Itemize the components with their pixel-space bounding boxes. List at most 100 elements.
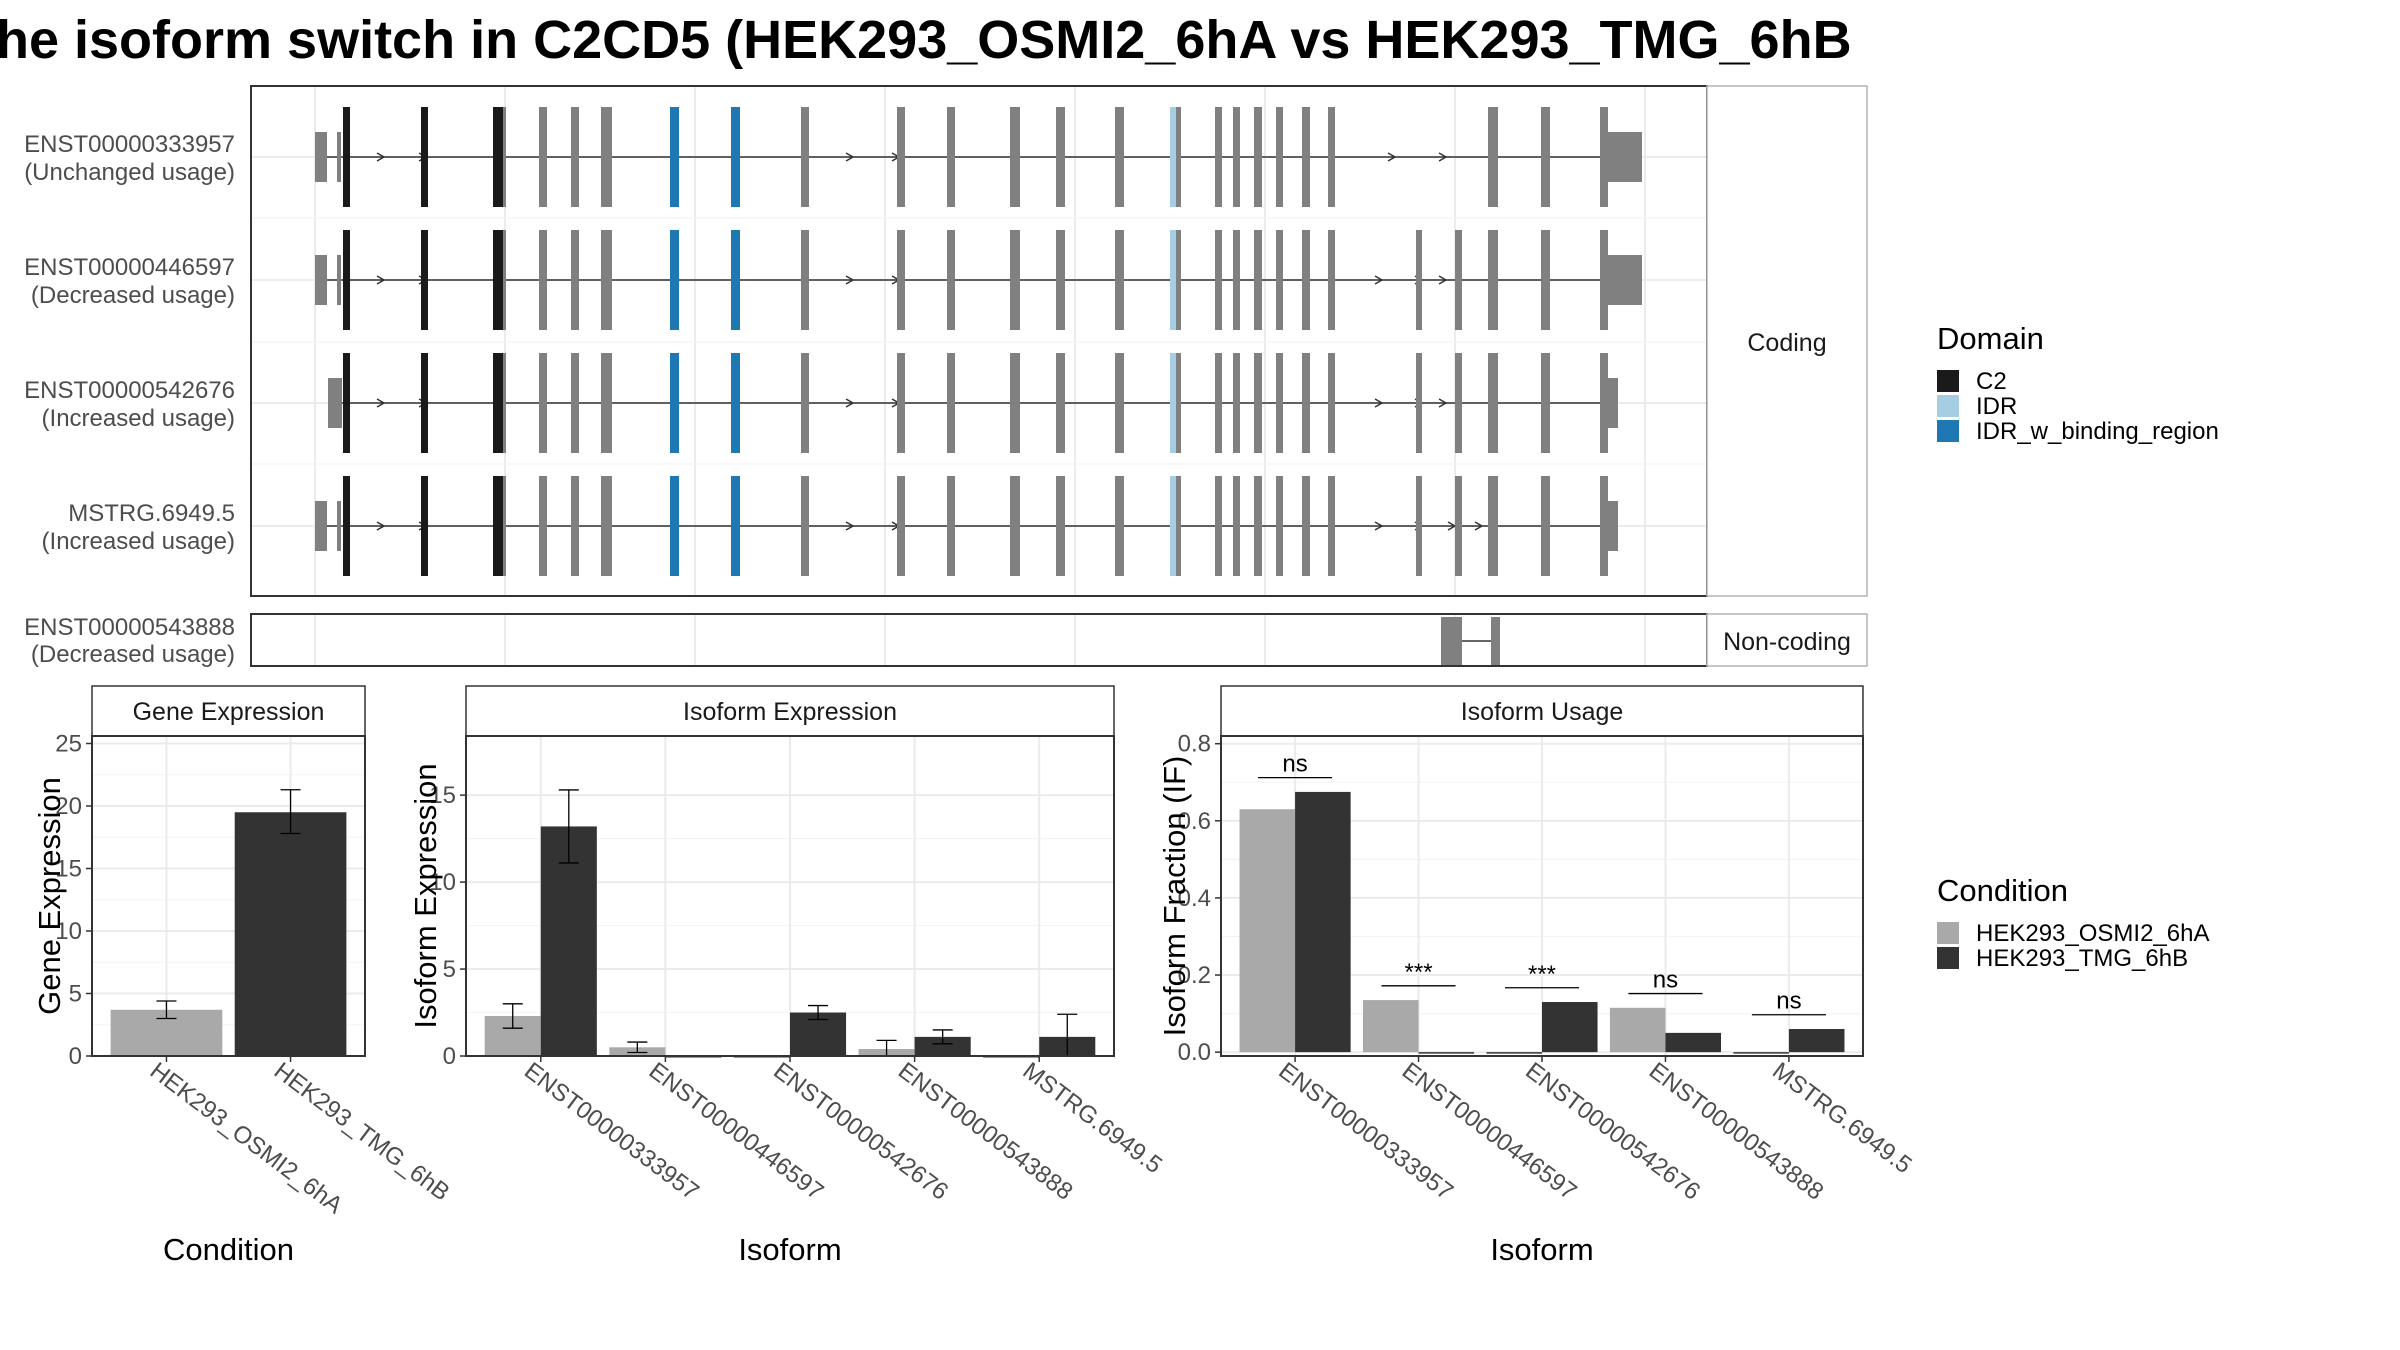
exon bbox=[897, 353, 905, 453]
exon bbox=[1215, 230, 1222, 330]
exon bbox=[503, 107, 506, 207]
utr-exon bbox=[1606, 132, 1642, 182]
y-axis-title: Isoform Fraction (IF) bbox=[1157, 756, 1192, 1037]
exon bbox=[503, 230, 506, 330]
exon bbox=[1416, 353, 1422, 453]
exon bbox=[1176, 353, 1181, 453]
exon bbox=[1010, 353, 1020, 453]
exon bbox=[1302, 476, 1310, 576]
utr-exon bbox=[1606, 378, 1618, 428]
bar bbox=[1542, 1002, 1598, 1053]
y-tick-label: 0.6 bbox=[1178, 808, 1211, 835]
exon bbox=[601, 230, 610, 330]
exon bbox=[503, 353, 506, 453]
panel-strip bbox=[465, 685, 1115, 737]
y-tick-label: 0.8 bbox=[1178, 731, 1211, 758]
strand-arrow bbox=[1438, 398, 1448, 408]
utr-exon bbox=[337, 255, 341, 305]
domain-exon bbox=[731, 230, 740, 330]
exon bbox=[1010, 107, 1020, 207]
domain-legend-swatch bbox=[1937, 370, 1959, 392]
exon bbox=[539, 107, 547, 207]
exon bbox=[1416, 230, 1422, 330]
strand-arrow bbox=[376, 521, 386, 531]
exon bbox=[1176, 107, 1181, 207]
bar bbox=[1418, 1052, 1475, 1054]
exon bbox=[1056, 476, 1065, 576]
domain-exon bbox=[670, 353, 679, 453]
exon bbox=[1254, 230, 1262, 330]
utr-exon bbox=[315, 255, 327, 305]
strand-arrow bbox=[845, 275, 855, 285]
exon bbox=[1455, 230, 1462, 330]
bar bbox=[1665, 1032, 1722, 1053]
panel-border bbox=[1220, 735, 1864, 1057]
exon bbox=[1488, 476, 1498, 576]
exon bbox=[503, 476, 506, 576]
domain-exon bbox=[421, 107, 428, 207]
exon bbox=[1254, 107, 1262, 207]
exon bbox=[1056, 230, 1065, 330]
panel-border bbox=[91, 735, 366, 1057]
exon bbox=[1441, 617, 1462, 665]
domain-exon bbox=[670, 230, 679, 330]
strand-arrow bbox=[845, 152, 855, 162]
panel-isoform-expression: Isoform Expression051015ENST00000333957E… bbox=[408, 685, 1167, 1267]
y-tick-label: 0 bbox=[443, 1043, 456, 1070]
bar bbox=[1733, 1052, 1789, 1054]
exon bbox=[897, 476, 905, 576]
domain-exon bbox=[493, 476, 504, 576]
exon bbox=[897, 107, 905, 207]
exon bbox=[1254, 476, 1262, 576]
y-tick-label: 5 bbox=[69, 981, 82, 1008]
exon bbox=[1302, 230, 1310, 330]
exon bbox=[1488, 230, 1498, 330]
y-axis-title: Isoform Expression bbox=[408, 763, 443, 1028]
coding-strip bbox=[1706, 85, 1868, 597]
panel-border bbox=[465, 735, 1115, 1057]
strand-arrow bbox=[1438, 152, 1448, 162]
strand-arrow bbox=[1374, 398, 1384, 408]
utr-exon bbox=[337, 501, 341, 551]
domain-exon bbox=[1170, 230, 1176, 330]
transcript-label: ENST00000446597 bbox=[24, 254, 235, 281]
exon bbox=[1010, 230, 1020, 330]
significance-label: *** bbox=[1405, 959, 1433, 986]
domain-exon bbox=[421, 353, 428, 453]
strand-arrow bbox=[1474, 521, 1484, 531]
exon bbox=[601, 353, 610, 453]
transcript-row-ENST00000543888: ENST00000543888(Decreased usage) bbox=[24, 614, 1500, 668]
bar bbox=[1486, 1052, 1542, 1054]
strand-arrow bbox=[845, 398, 855, 408]
y-tick-label: 5 bbox=[443, 956, 456, 983]
utr-exon bbox=[315, 132, 327, 182]
utr-exon bbox=[315, 501, 327, 551]
transcript-label: ENST00000542676 bbox=[24, 377, 235, 404]
bar bbox=[540, 826, 597, 1056]
domain-exon bbox=[1170, 107, 1176, 207]
exon bbox=[1600, 230, 1608, 330]
usage-label: (Increased usage) bbox=[42, 405, 235, 432]
exon bbox=[947, 353, 955, 453]
exon bbox=[1541, 353, 1550, 453]
exon bbox=[1600, 476, 1608, 576]
exon bbox=[947, 476, 955, 576]
significance-label: ns bbox=[1282, 751, 1307, 778]
condition-legend-label: HEK293_OSMI2_6hA bbox=[1976, 920, 2209, 947]
strand-arrow bbox=[1374, 275, 1384, 285]
exon bbox=[1215, 107, 1222, 207]
transcript-label: MSTRG.6949.5 bbox=[68, 500, 235, 527]
exon bbox=[897, 230, 905, 330]
transcript-row-MSTRG.6949.5: MSTRG.6949.5(Increased usage) bbox=[42, 476, 1618, 576]
significance-label: ns bbox=[1653, 967, 1678, 994]
exon bbox=[1254, 353, 1262, 453]
y-tick-label: 0 bbox=[69, 1043, 82, 1070]
strand-arrow bbox=[376, 152, 386, 162]
strand-arrow bbox=[1438, 275, 1448, 285]
utr-exon bbox=[1606, 255, 1642, 305]
condition-legend-label: HEK293_TMG_6hB bbox=[1976, 945, 2188, 972]
exon bbox=[571, 353, 579, 453]
exon bbox=[801, 230, 809, 330]
